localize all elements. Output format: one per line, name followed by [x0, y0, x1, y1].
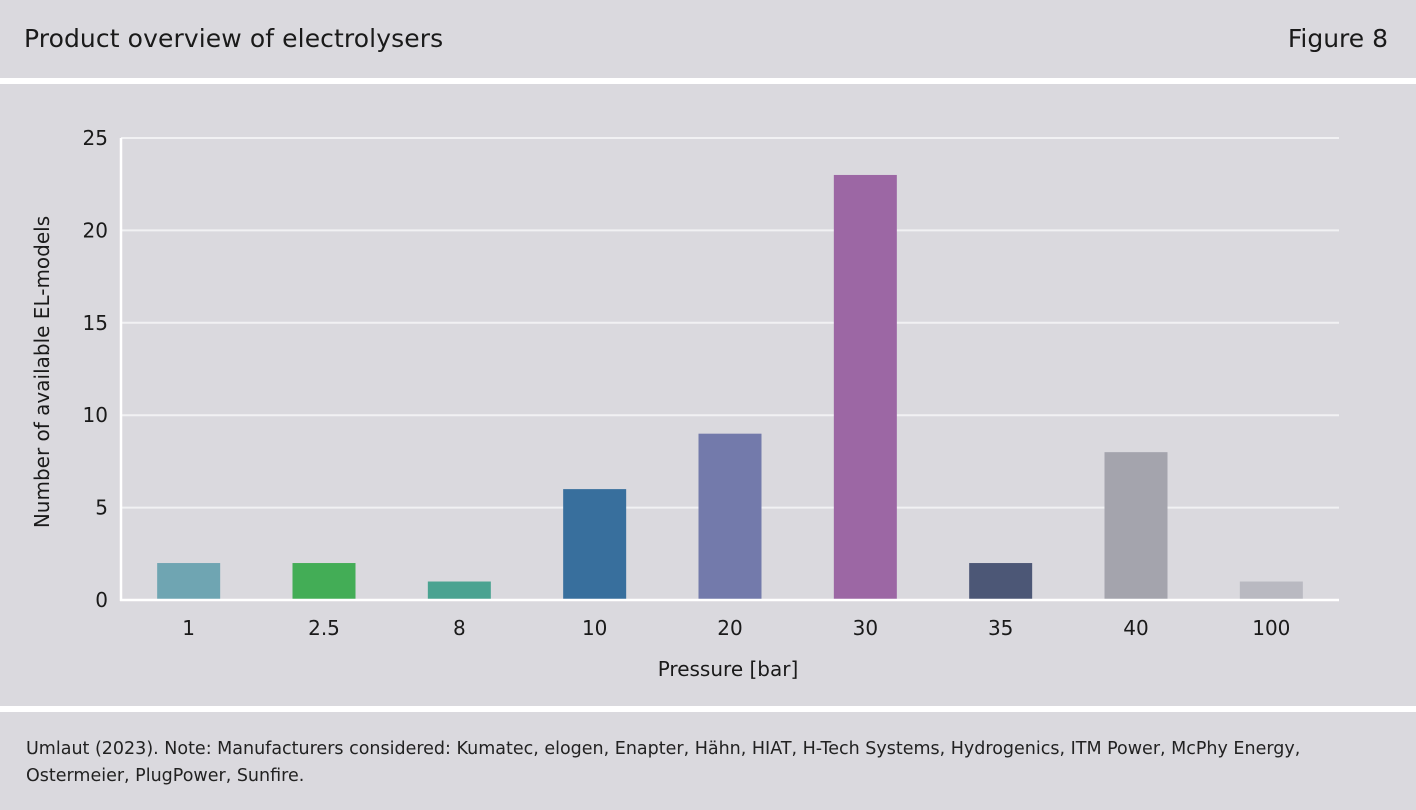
x-tick-label: 30 [853, 616, 878, 640]
x-axis-ticks: 1 2.5 8 10 20 30 35 40 100 [182, 616, 1290, 640]
x-tick-label: 8 [453, 616, 466, 640]
y-axis-label: Number of available EL-models [30, 216, 54, 528]
x-axis-label: Pressure [bar] [658, 657, 799, 681]
y-tick-label: 20 [83, 218, 108, 242]
x-tick-label: 1 [182, 616, 195, 640]
x-tick-label: 2.5 [308, 616, 340, 640]
x-tick-label: 35 [988, 616, 1013, 640]
y-tick-label: 0 [95, 588, 108, 612]
bar-35 [969, 563, 1033, 600]
x-tick-label: 20 [717, 616, 742, 640]
bar-chart: 0 5 10 15 20 25 1 2.5 8 10 20 30 35 40 100 Number of … [30, 126, 1339, 681]
header: Product overview of electrolysers Figure… [0, 0, 1416, 78]
y-tick-label: 25 [83, 126, 108, 150]
bar-20 [698, 433, 762, 600]
figure-label: Figure 8 [1287, 24, 1388, 53]
y-tick-label: 15 [83, 311, 108, 335]
footer: Umlaut (2023). Note: Manufacturers consi… [0, 712, 1416, 810]
chart-title: Product overview of electrolysers [24, 24, 444, 53]
source-note: Umlaut (2023). Note: Manufacturers consi… [26, 739, 1301, 786]
x-tick-label: 10 [582, 616, 607, 640]
y-tick-label: 10 [83, 403, 108, 427]
bar-40 [1104, 452, 1168, 600]
chart-panel: 0 5 10 15 20 25 1 2.5 8 10 20 30 35 40 100 Number of … [0, 84, 1416, 706]
bar-100 [1239, 581, 1303, 600]
y-tick-label: 5 [95, 496, 108, 520]
x-tick-label: 40 [1123, 616, 1148, 640]
bar-8 [427, 581, 491, 600]
bar-1 [157, 563, 221, 600]
bar-10 [563, 489, 627, 600]
y-axis-ticks: 0 5 10 15 20 25 [83, 126, 108, 612]
bar-2.5 [292, 563, 356, 600]
bar-30 [833, 174, 897, 600]
x-tick-label: 100 [1252, 616, 1290, 640]
bars [157, 174, 1303, 600]
